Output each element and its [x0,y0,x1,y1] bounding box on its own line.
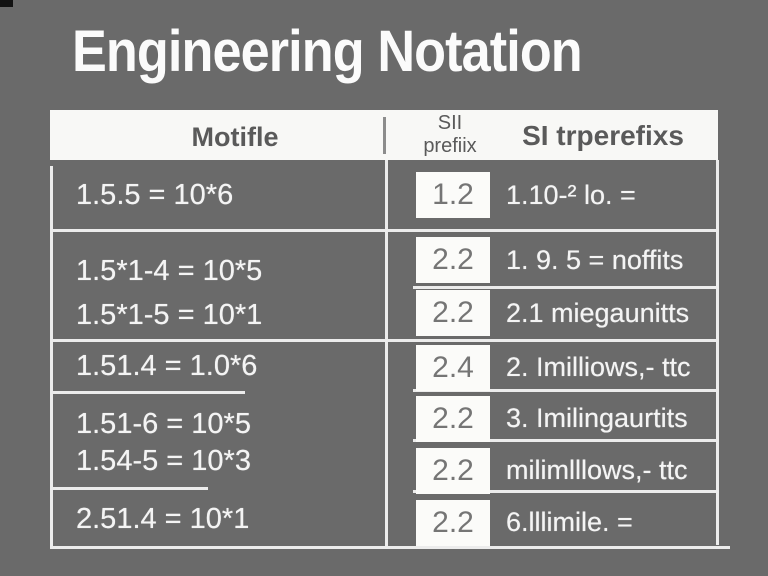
header-motifle-label: Motifle [191,122,279,152]
grid-line-right-partial-2 [413,389,719,392]
notation-row-text: 1.51.4 = 1.0*6 [76,350,258,382]
notation-row-text: 1.5*1-4 = 10*5 [76,255,263,287]
prefix-row-label: 6.lllimile. = [506,507,633,537]
prefix-value-box: 2.4 [416,345,490,391]
grid-line-right-partial-3 [413,439,719,442]
prefix-value-box: 2.2 [416,500,490,546]
notation-row-text: 1.54-5 = 10*3 [76,445,251,477]
prefix-row-label: 3. Imilingaurtits [506,403,688,433]
notation-row-text: 1.51-6 = 10*5 [76,408,251,440]
header-sii-line2: prefiix [423,135,477,157]
grid-line-left-partial-1 [50,391,245,394]
notation-row-text: 1.5.5 = 10*6 [76,179,234,211]
grid-line-left [50,166,53,548]
header-sii-line1: SII [437,112,463,134]
grid-line-right-partial-4 [413,490,719,493]
prefix-value-box: 2.2 [416,396,490,442]
notation-row-text: 1.5*1-5 = 10*1 [76,299,263,331]
grid-line-row2 [50,339,719,342]
header-si-label: SI trperefixs [522,120,684,151]
prefix-row-label: milimlllows,- ttc [506,455,688,485]
grid-line-row1 [50,229,719,232]
grid-line-middle [385,160,388,548]
prefix-row-label: 2.1 miegaunitts [506,298,690,328]
grid-line-left-partial-2 [53,487,208,490]
prefix-row-label: 2. Imilliows,- ttc [506,352,691,382]
prefix-value-box: 2.2 [416,290,490,336]
notation-row-text: 2.51.4 = 10*1 [76,503,250,535]
prefix-value-box: 2.2 [416,448,490,494]
corner-mark [0,0,13,7]
prefix-value-box: 1.2 [416,172,490,218]
prefix-row-label: 1.10-² lo. = [506,180,636,210]
grid-line-bottom [50,546,730,549]
poster-title: Engineering Notation [72,19,583,84]
header-sii-label: SII prefiix [396,112,504,158]
prefix-row-label: 1. 9. 5 = noffits [506,245,684,275]
grid-line-right [716,160,719,545]
header-divider [383,117,386,154]
prefix-value-box: 2.2 [416,237,490,283]
grid-line-right-partial-1 [413,286,719,289]
